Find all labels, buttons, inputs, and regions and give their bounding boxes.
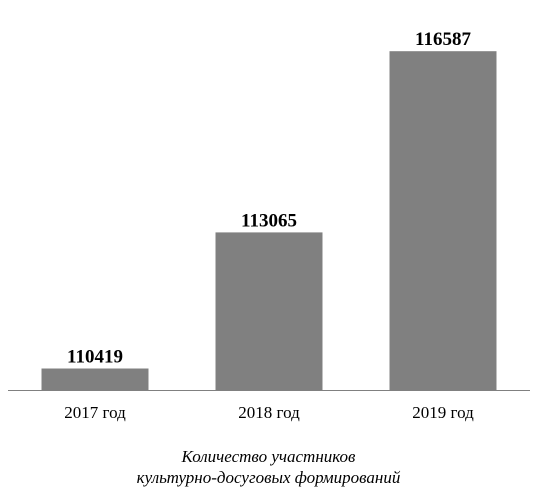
x-tick-label-3: 2019 год <box>412 403 474 422</box>
chart-caption: Количество участников культурно-досуговы… <box>0 446 537 488</box>
bar-2 <box>215 232 323 390</box>
caption-line-1: Количество участников <box>181 447 356 466</box>
data-label-3: 116587 <box>415 29 471 50</box>
x-tick-label-2: 2018 год <box>238 403 300 422</box>
bar-3 <box>389 51 497 390</box>
data-label-1: 110419 <box>67 347 123 368</box>
x-tick-label-1: 2017 год <box>64 403 126 422</box>
chart-plot: 110419 2017 год 113065 2018 год 116587 2019 г… <box>8 29 530 422</box>
data-label-2: 113065 <box>241 210 297 231</box>
bar-1 <box>41 368 149 390</box>
caption-line-2: культурно-досуговых формирований <box>136 468 401 487</box>
